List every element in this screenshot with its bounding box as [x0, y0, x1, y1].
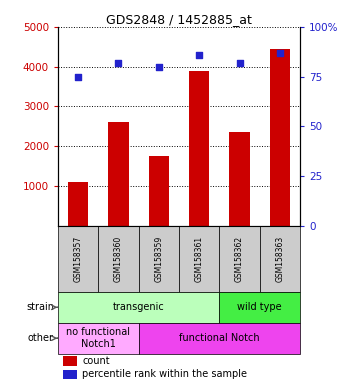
Text: transgenic: transgenic: [113, 302, 165, 312]
Bar: [229, 132, 250, 225]
Text: GSM158363: GSM158363: [276, 236, 284, 282]
Text: count: count: [82, 356, 110, 366]
Bar: [58, 292, 219, 323]
Bar: [58, 225, 98, 292]
Point: [277, 50, 283, 56]
Bar: [58, 323, 139, 354]
Text: wild type: wild type: [237, 302, 282, 312]
Point: [156, 63, 162, 70]
Bar: [68, 182, 88, 225]
Point: [237, 60, 242, 66]
Bar: [219, 225, 260, 292]
Text: GSM158359: GSM158359: [154, 236, 163, 282]
Bar: [98, 225, 139, 292]
Text: functional Notch: functional Notch: [179, 333, 260, 343]
Bar: [139, 323, 300, 354]
Bar: [219, 292, 300, 323]
Text: other: other: [28, 333, 54, 343]
Text: no functional
Notch1: no functional Notch1: [66, 328, 130, 349]
Point: [75, 73, 81, 79]
Bar: [270, 49, 290, 225]
Bar: [63, 356, 77, 366]
Text: GSM158362: GSM158362: [235, 236, 244, 282]
Bar: [260, 225, 300, 292]
Text: GSM158357: GSM158357: [74, 236, 83, 282]
Text: percentile rank within the sample: percentile rank within the sample: [82, 369, 247, 379]
Bar: [63, 369, 77, 379]
Bar: [149, 156, 169, 225]
Bar: [108, 122, 129, 225]
Title: GDS2848 / 1452885_at: GDS2848 / 1452885_at: [106, 13, 252, 26]
Bar: [139, 225, 179, 292]
Bar: [189, 71, 209, 225]
Point: [116, 60, 121, 66]
Text: GSM158361: GSM158361: [195, 236, 204, 282]
Bar: [179, 225, 219, 292]
Text: GSM158360: GSM158360: [114, 236, 123, 282]
Text: strain: strain: [26, 302, 54, 312]
Point: [196, 51, 202, 58]
